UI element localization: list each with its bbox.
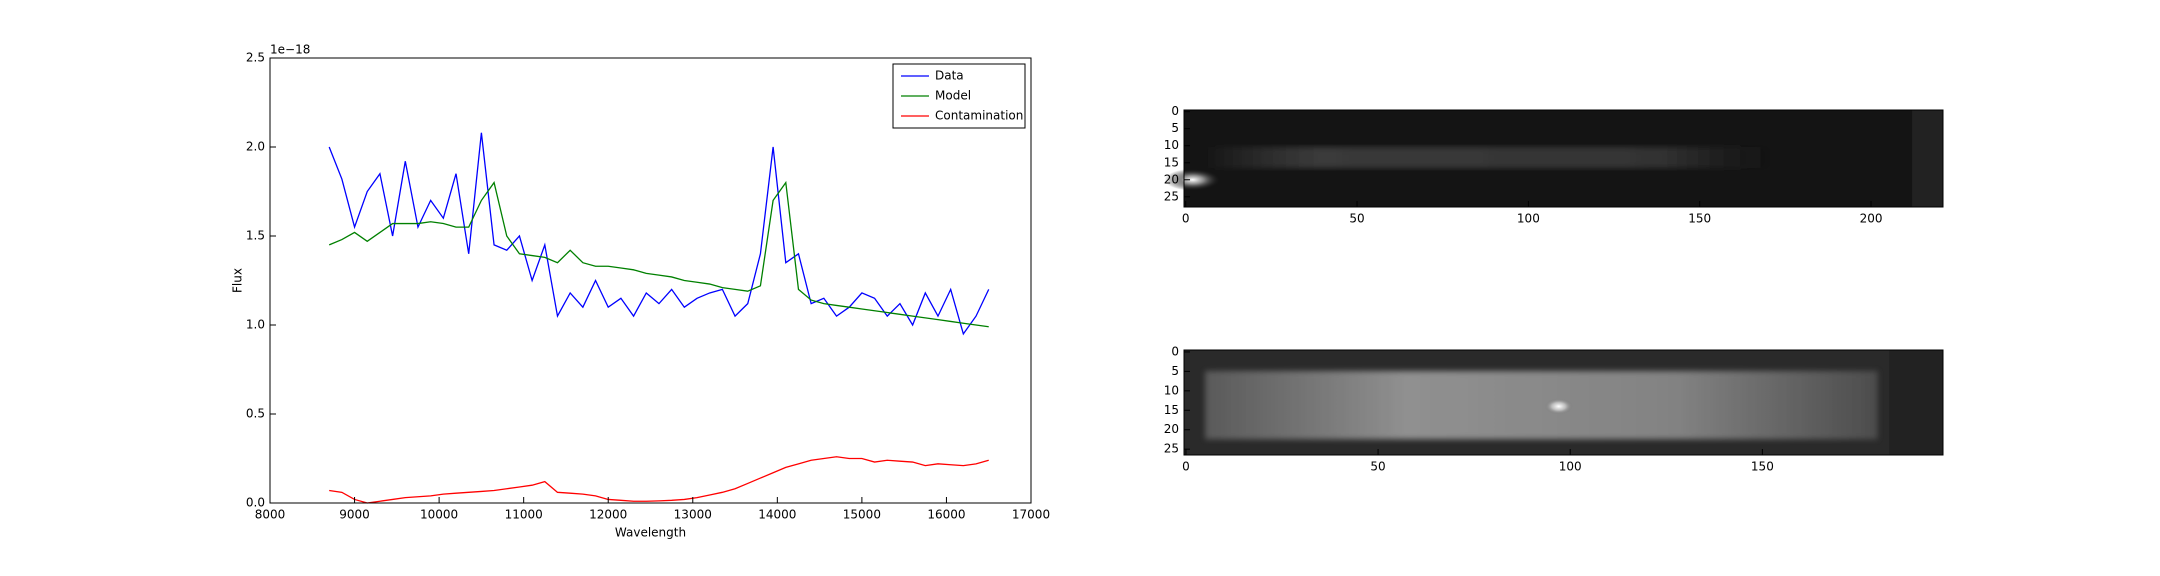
x-tick-label: 0: [1182, 460, 1190, 474]
series-line: [329, 456, 989, 504]
y-tick-label: 15: [1164, 403, 1179, 417]
y-tick-label: 5: [1171, 121, 1179, 135]
x-tick-label: 50: [1349, 212, 1364, 226]
y-tick-label: 25: [1164, 189, 1179, 203]
offset-text: 1e−18: [270, 43, 310, 57]
y-tick-label: 25: [1164, 442, 1179, 456]
y-tick-label: 0.0: [246, 496, 265, 510]
image-streak: [1204, 146, 1774, 169]
legend-label: Contamination: [935, 109, 1023, 123]
axes-frame: [269, 57, 1032, 504]
image-pad: [1912, 110, 1943, 207]
y-tick-label: 20: [1164, 422, 1179, 436]
y-tick-label: 20: [1164, 172, 1179, 186]
x-tick-label: 14000: [758, 508, 796, 522]
x-tick-label: 9000: [339, 508, 370, 522]
series-line: [328, 180, 989, 328]
image-spot: [1164, 168, 1221, 191]
x-tick-label: 11000: [505, 508, 543, 522]
x-tick-label: 12000: [589, 508, 627, 522]
y-tick-label: 1.0: [246, 318, 265, 332]
x-tick-label: 17000: [1012, 508, 1050, 522]
x-tick-label: 200: [1860, 212, 1883, 226]
x-tick-label: 100: [1517, 212, 1540, 226]
x-tick-label: 150: [1688, 212, 1711, 226]
legend-label: Data: [935, 69, 964, 83]
x-axis-label: Wavelength: [615, 526, 686, 540]
x-tick-label: 50: [1370, 460, 1385, 474]
y-tick-label: 0: [1171, 344, 1179, 358]
image-content: [1164, 110, 1943, 207]
x-tick-label: 100: [1559, 460, 1582, 474]
y-tick-label: 2.5: [246, 51, 265, 65]
x-tick-label: 10000: [420, 508, 458, 522]
y-axis-label: Flux: [231, 268, 245, 293]
axes-frame: [1183, 109, 1944, 208]
y-tick-label: 5: [1171, 364, 1179, 378]
y-tick-label: 0: [1171, 104, 1179, 118]
series-line: [328, 132, 990, 336]
x-tick-label: 8000: [255, 508, 286, 522]
x-tick-label: 13000: [674, 508, 712, 522]
image-streak: [1205, 371, 1878, 440]
image-content: [1184, 350, 1943, 455]
y-tick-label: 1.5: [246, 229, 265, 243]
y-tick-label: 15: [1164, 155, 1179, 169]
x-tick-label: 15000: [843, 508, 881, 522]
image-pad: [1889, 350, 1943, 455]
y-tick-label: 10: [1164, 383, 1179, 397]
legend-label: Model: [935, 89, 971, 103]
x-tick-label: 150: [1751, 460, 1774, 474]
y-tick-label: 10: [1164, 138, 1179, 152]
y-tick-label: 2.0: [246, 140, 265, 154]
x-tick-label: 16000: [927, 508, 965, 522]
y-tick-label: 0.5: [246, 407, 265, 421]
image-spot: [1544, 398, 1573, 415]
axes-frame: [1183, 349, 1944, 456]
x-tick-label: 0: [1182, 212, 1190, 226]
